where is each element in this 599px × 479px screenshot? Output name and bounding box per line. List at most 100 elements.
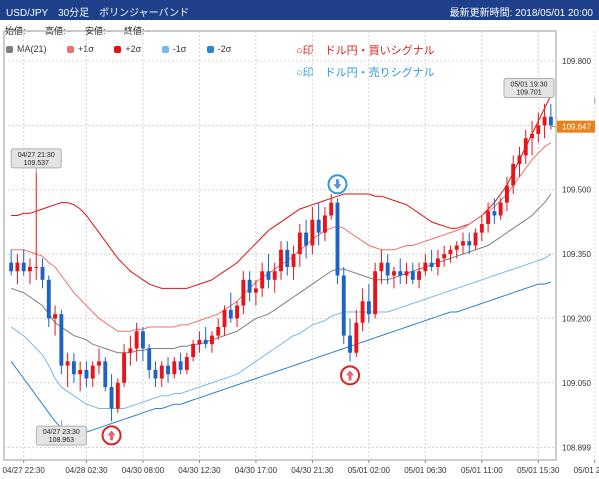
candle-body bbox=[467, 241, 472, 246]
candle bbox=[373, 262, 378, 319]
buy-signal-note: ○印 ドル円・買いシグナル bbox=[296, 45, 435, 57]
candle bbox=[46, 275, 51, 328]
candle-body bbox=[486, 211, 491, 225]
down-arrow-icon bbox=[333, 179, 342, 190]
candle-body bbox=[548, 116, 553, 126]
candle-body bbox=[329, 202, 334, 216]
candle bbox=[134, 322, 139, 362]
candle bbox=[15, 254, 20, 285]
candle-body bbox=[128, 348, 133, 353]
candle bbox=[279, 241, 283, 280]
band-minus1 bbox=[10, 253, 552, 409]
x-tick-label: 05/01 11:00 bbox=[461, 466, 503, 475]
candle-body bbox=[103, 361, 108, 388]
candle bbox=[153, 361, 158, 388]
candle bbox=[122, 344, 127, 388]
candle bbox=[548, 103, 553, 130]
candle bbox=[448, 245, 453, 263]
candle bbox=[210, 331, 214, 353]
candle-body bbox=[210, 335, 214, 345]
band-plus1 bbox=[11, 142, 552, 332]
y-tick-label: 108.899 bbox=[562, 444, 591, 453]
legend-plus1[interactable]: +1σ bbox=[67, 44, 94, 54]
candle bbox=[241, 271, 246, 315]
candle bbox=[517, 146, 522, 177]
candle-body bbox=[523, 138, 528, 156]
candle bbox=[486, 202, 491, 233]
current-price-label: 109.647 bbox=[562, 123, 591, 132]
candle-body bbox=[34, 266, 39, 268]
candle bbox=[128, 335, 133, 366]
candle-body bbox=[373, 271, 378, 315]
x-tick-label: 05/01 15:30 bbox=[517, 466, 560, 475]
candle-body bbox=[429, 262, 434, 267]
candle-body bbox=[404, 271, 409, 276]
candle-body bbox=[542, 116, 547, 126]
candle-body bbox=[247, 279, 252, 293]
last-updated-label: 最新更新時間: bbox=[449, 8, 513, 19]
candle-body bbox=[348, 335, 352, 353]
candle-body bbox=[203, 339, 208, 345]
candle-body bbox=[442, 254, 447, 259]
candle-body bbox=[310, 219, 315, 246]
candle-body bbox=[166, 365, 170, 375]
candle-body bbox=[109, 387, 114, 409]
candle-body bbox=[461, 241, 465, 246]
candle-body bbox=[410, 271, 415, 280]
callout-price: 109.701 bbox=[516, 90, 541, 97]
legend-plus2-swatch bbox=[114, 46, 122, 53]
candle-body bbox=[335, 202, 340, 276]
y-tick-label: 109.050 bbox=[562, 379, 591, 388]
legend-ma[interactable]: MA(21) bbox=[6, 44, 47, 54]
candle bbox=[360, 288, 365, 332]
candle-body bbox=[222, 309, 227, 328]
candle bbox=[235, 301, 240, 328]
candle-body bbox=[297, 232, 302, 255]
candle bbox=[297, 224, 302, 267]
candle bbox=[542, 103, 547, 139]
chart-legend: MA(21) +1σ +2σ -1σ -2σ bbox=[6, 44, 249, 54]
candle bbox=[178, 352, 183, 375]
candle-body bbox=[417, 271, 422, 280]
legend-plus1-label: +1σ bbox=[78, 44, 94, 54]
candle bbox=[410, 262, 415, 285]
candle-body bbox=[21, 262, 26, 272]
candle bbox=[34, 172, 39, 280]
legend-minus2-label: -2σ bbox=[217, 44, 232, 54]
candle bbox=[266, 254, 271, 289]
candle-body bbox=[266, 271, 271, 280]
callout-time: 05/01 19:30 bbox=[511, 82, 548, 89]
legend-plus2[interactable]: +2σ bbox=[114, 44, 141, 54]
candle bbox=[366, 284, 371, 323]
candle-body bbox=[53, 314, 58, 319]
candle-body bbox=[184, 357, 189, 370]
callout-box bbox=[503, 78, 555, 99]
candle-body bbox=[197, 339, 202, 345]
legend-plus1-swatch bbox=[67, 46, 75, 53]
candle bbox=[253, 279, 258, 306]
candle-body bbox=[260, 271, 265, 289]
candle-body bbox=[322, 215, 327, 233]
candle bbox=[354, 309, 359, 358]
legend-ma-swatch bbox=[6, 46, 13, 53]
candle bbox=[115, 378, 120, 413]
candle bbox=[310, 206, 315, 255]
legend-minus1-swatch bbox=[161, 46, 169, 53]
candle-body bbox=[172, 361, 177, 375]
y-tick-label: 109.800 bbox=[562, 57, 591, 66]
candle bbox=[454, 241, 459, 259]
y-tick-label: 109.500 bbox=[562, 186, 591, 195]
candle bbox=[404, 262, 409, 285]
candle bbox=[316, 202, 321, 246]
candle bbox=[498, 198, 503, 220]
legend-minus2[interactable]: -2σ bbox=[206, 44, 232, 54]
candle bbox=[492, 198, 497, 225]
candle-body bbox=[272, 271, 277, 280]
candle-body bbox=[46, 279, 51, 319]
legend-minus1[interactable]: -1σ bbox=[161, 44, 186, 54]
candle bbox=[291, 245, 296, 280]
candle bbox=[473, 228, 478, 250]
candle-body bbox=[228, 309, 233, 319]
